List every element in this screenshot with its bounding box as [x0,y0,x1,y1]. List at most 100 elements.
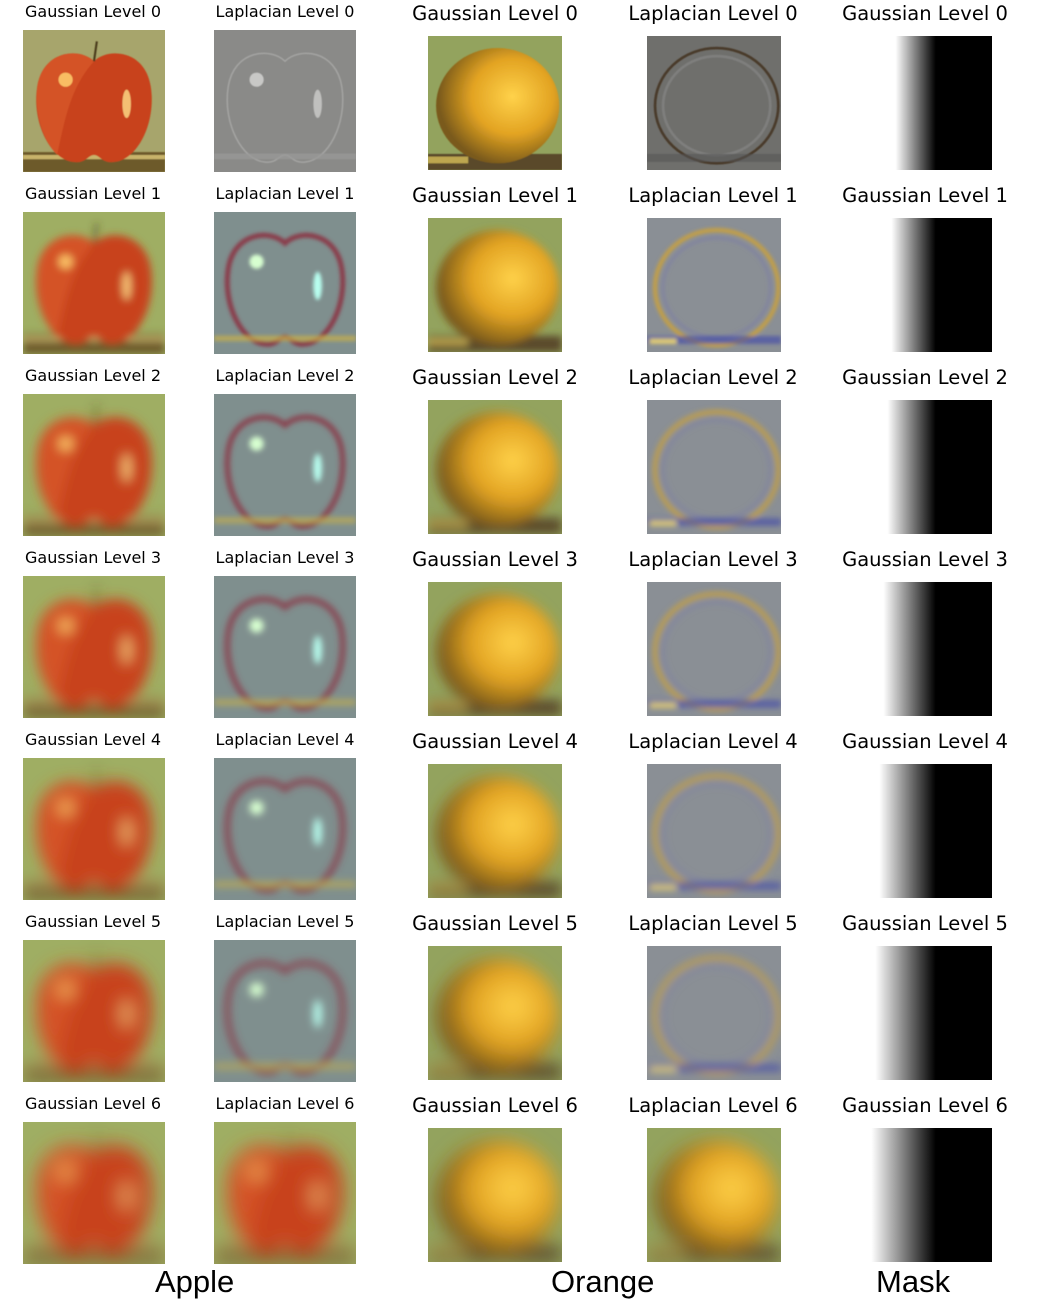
apple-gaussian-image [23,758,165,900]
panel-title: Gaussian Level 1 [842,184,1008,207]
apple-laplacian-image [214,1122,356,1264]
panel-apple-gaussian-level-4: Gaussian Level 4 [8,730,178,910]
panel-title: Gaussian Level 1 [25,184,161,203]
panel-orange-gaussian-level-0: Gaussian Level 0 [396,2,594,182]
panel-mask-gaussian-level-0: Gaussian Level 0 [826,2,1024,182]
panel-title: Gaussian Level 0 [412,2,578,25]
panel-title: Gaussian Level 3 [25,548,161,567]
orange-laplacian-image [647,764,781,898]
panel-mask-gaussian-level-6: Gaussian Level 6 [826,1094,1024,1274]
panel-title: Laplacian Level 1 [628,184,798,207]
panel-apple-laplacian-level-0: Laplacian Level 0 [200,2,370,182]
orange-gaussian-image [428,764,562,898]
panel-title: Gaussian Level 6 [842,1094,1008,1117]
panel-title: Gaussian Level 4 [842,730,1008,753]
panel-orange-laplacian-level-4: Laplacian Level 4 [612,730,814,910]
panel-orange-laplacian-level-1: Laplacian Level 1 [612,184,814,364]
panel-apple-laplacian-level-2: Laplacian Level 2 [200,366,370,546]
panel-title: Gaussian Level 0 [842,2,1008,25]
apple-laplacian-image [214,30,356,172]
mask-gaussian-image [858,218,992,352]
panel-orange-gaussian-level-2: Gaussian Level 2 [396,366,594,546]
orange-laplacian-image [647,582,781,716]
apple-gaussian-image [23,576,165,718]
orange-laplacian-image [647,218,781,352]
mask-gaussian-image [858,400,992,534]
panel-title: Gaussian Level 6 [412,1094,578,1117]
panel-apple-gaussian-level-3: Gaussian Level 3 [8,548,178,728]
panel-mask-gaussian-level-1: Gaussian Level 1 [826,184,1024,364]
panel-orange-laplacian-level-0: Laplacian Level 0 [612,2,814,182]
panel-apple-laplacian-level-4: Laplacian Level 4 [200,730,370,910]
panel-apple-laplacian-level-6: Laplacian Level 6 [200,1094,370,1274]
panel-title: Laplacian Level 6 [215,1094,355,1113]
mask-gaussian-image [858,582,992,716]
orange-gaussian-image [428,36,562,170]
panel-orange-laplacian-level-5: Laplacian Level 5 [612,912,814,1092]
panel-orange-laplacian-level-3: Laplacian Level 3 [612,548,814,728]
caption-apple: Apple [155,1264,235,1299]
panel-title: Gaussian Level 4 [412,730,578,753]
panel-title: Gaussian Level 5 [412,912,578,935]
panel-orange-gaussian-level-3: Gaussian Level 3 [396,548,594,728]
mask-gaussian-image [858,946,992,1080]
orange-gaussian-image [428,218,562,352]
panel-title: Gaussian Level 3 [412,548,578,571]
panel-orange-gaussian-level-1: Gaussian Level 1 [396,184,594,364]
orange-laplacian-image [647,946,781,1080]
panel-mask-gaussian-level-4: Gaussian Level 4 [826,730,1024,910]
panel-orange-laplacian-level-2: Laplacian Level 2 [612,366,814,546]
panel-title: Gaussian Level 1 [412,184,578,207]
panel-apple-gaussian-level-6: Gaussian Level 6 [8,1094,178,1274]
orange-gaussian-image [428,946,562,1080]
panel-mask-gaussian-level-5: Gaussian Level 5 [826,912,1024,1092]
panel-orange-gaussian-level-5: Gaussian Level 5 [396,912,594,1092]
apple-laplacian-image [214,576,356,718]
apple-laplacian-image [214,758,356,900]
orange-gaussian-image [428,582,562,716]
panel-mask-gaussian-level-3: Gaussian Level 3 [826,548,1024,728]
panel-title: Laplacian Level 5 [628,912,798,935]
panel-orange-gaussian-level-4: Gaussian Level 4 [396,730,594,910]
panel-title: Laplacian Level 0 [215,2,355,21]
apple-gaussian-image [23,1122,165,1264]
orange-gaussian-image [428,1128,562,1262]
apple-gaussian-image [23,30,165,172]
panel-apple-laplacian-level-1: Laplacian Level 1 [200,184,370,364]
panel-apple-gaussian-level-5: Gaussian Level 5 [8,912,178,1092]
panel-title: Laplacian Level 3 [215,548,355,567]
panel-title: Gaussian Level 2 [842,366,1008,389]
orange-laplacian-image [647,400,781,534]
apple-gaussian-image [23,212,165,354]
panel-title: Gaussian Level 5 [842,912,1008,935]
apple-gaussian-image [23,394,165,536]
panel-title: Laplacian Level 4 [628,730,798,753]
panel-apple-gaussian-level-0: Gaussian Level 0 [8,2,178,182]
panel-title: Laplacian Level 3 [628,548,798,571]
panel-mask-gaussian-level-2: Gaussian Level 2 [826,366,1024,546]
panel-title: Gaussian Level 2 [25,366,161,385]
panel-title: Laplacian Level 0 [628,2,798,25]
mask-gaussian-image [858,1128,992,1262]
panel-orange-laplacian-level-6: Laplacian Level 6 [612,1094,814,1274]
apple-gaussian-image [23,940,165,1082]
panel-apple-gaussian-level-2: Gaussian Level 2 [8,366,178,546]
orange-laplacian-image [647,1128,781,1262]
panel-title: Gaussian Level 4 [25,730,161,749]
apple-laplacian-image [214,940,356,1082]
panel-title: Gaussian Level 0 [25,2,161,21]
panel-title: Gaussian Level 6 [25,1094,161,1113]
caption-orange: Orange [551,1264,655,1299]
panel-title: Gaussian Level 2 [412,366,578,389]
panel-apple-laplacian-level-5: Laplacian Level 5 [200,912,370,1092]
panel-title: Laplacian Level 1 [215,184,355,203]
orange-laplacian-image [647,36,781,170]
caption-mask: Mask [876,1264,951,1299]
mask-gaussian-image [858,764,992,898]
orange-gaussian-image [428,400,562,534]
panel-title: Laplacian Level 2 [628,366,798,389]
panel-title: Laplacian Level 4 [215,730,355,749]
panel-title: Laplacian Level 6 [628,1094,798,1117]
panel-apple-laplacian-level-3: Laplacian Level 3 [200,548,370,728]
panel-apple-gaussian-level-1: Gaussian Level 1 [8,184,178,364]
